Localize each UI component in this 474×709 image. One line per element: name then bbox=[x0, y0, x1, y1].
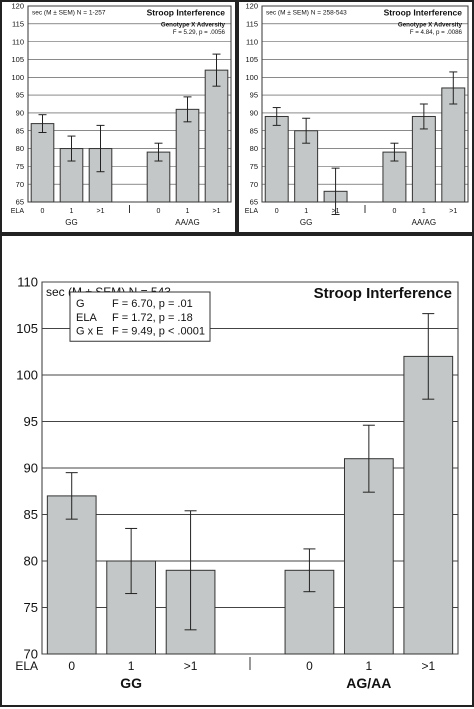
y-tick-label: 105 bbox=[16, 321, 38, 336]
stats-label: ELA bbox=[76, 312, 97, 324]
y-tick-label: 80 bbox=[250, 144, 258, 153]
y-tick-label: 100 bbox=[11, 73, 24, 82]
y-tick-label: 115 bbox=[12, 19, 24, 28]
x-tick-label: 1 bbox=[366, 659, 373, 673]
y-tick-label: 90 bbox=[250, 109, 258, 118]
x-tick-label: 0 bbox=[157, 208, 161, 215]
chart-subtitle: sec (M ± SEM) N = 258-543 bbox=[266, 10, 347, 17]
y-tick-label: 110 bbox=[12, 37, 24, 46]
y-tick-label: 95 bbox=[24, 414, 38, 429]
bar bbox=[264, 115, 289, 203]
y-tick-label: 70 bbox=[16, 180, 24, 189]
y-tick-label: 95 bbox=[16, 91, 24, 100]
x-tick-label: >1 bbox=[449, 208, 457, 215]
stats-value: F = 1.72, p = .18 bbox=[112, 312, 193, 324]
stats-annotation: F = 4.84, p = .0086 bbox=[410, 29, 463, 36]
x-axis-prefix: ELA bbox=[245, 208, 259, 215]
y-tick-label: 65 bbox=[250, 198, 258, 207]
bar bbox=[175, 108, 200, 203]
x-axis-prefix: ELA bbox=[11, 208, 25, 215]
group-label: GG bbox=[120, 675, 142, 691]
y-tick-label: 115 bbox=[246, 19, 258, 28]
y-tick-label: 75 bbox=[24, 600, 38, 615]
chart-panel-top-left: 65 70 75 80 85 90 95 100 105 110 115 120 sec (M ± SE… bbox=[0, 0, 237, 234]
y-tick-label: 95 bbox=[250, 91, 258, 100]
stats-label: G bbox=[76, 298, 85, 310]
x-tick-label: >1 bbox=[97, 208, 105, 215]
y-tick-label: 70 bbox=[250, 180, 258, 189]
stats-value: F = 6.70, p = .01 bbox=[112, 298, 193, 310]
x-tick-label: >1 bbox=[184, 659, 198, 673]
group-label: AG/AA bbox=[346, 675, 391, 691]
y-tick-label: 75 bbox=[16, 162, 24, 171]
y-tick-label: 100 bbox=[245, 73, 258, 82]
bar bbox=[403, 355, 454, 655]
bar bbox=[441, 87, 466, 203]
stats-annotation: Genotype X Adversity bbox=[398, 21, 463, 28]
x-tick-label: 1 bbox=[422, 208, 426, 215]
x-tick-label: 0 bbox=[392, 208, 396, 215]
y-tick-label: 75 bbox=[250, 162, 258, 171]
y-tick-label: 110 bbox=[246, 37, 258, 46]
stats-value: F = 9.49, p < .0001 bbox=[112, 326, 205, 338]
y-tick-label: 90 bbox=[24, 461, 38, 476]
y-tick-label: 90 bbox=[16, 109, 24, 118]
y-tick-label: 85 bbox=[16, 126, 24, 135]
y-tick-label: 80 bbox=[16, 144, 24, 153]
y-tick-label: 110 bbox=[17, 275, 38, 290]
y-tick-label: 120 bbox=[245, 2, 258, 11]
x-tick-label: >1 bbox=[332, 208, 340, 215]
x-tick-label: 0 bbox=[41, 208, 45, 215]
x-tick-label: 1 bbox=[304, 208, 308, 215]
y-tick-label: 65 bbox=[16, 198, 24, 207]
x-tick-label: >1 bbox=[421, 659, 435, 673]
group-label: AA/AG bbox=[175, 218, 199, 227]
y-tick-label: 105 bbox=[245, 55, 258, 64]
chart-subtitle: sec (M ± SEM) N = 1-257 bbox=[32, 10, 106, 17]
stats-annotation: Genotype X Adversity bbox=[161, 21, 226, 28]
group-label: AA/AG bbox=[412, 218, 436, 227]
x-axis-prefix: ELA bbox=[15, 659, 38, 673]
chart-title: Stroop Interference bbox=[384, 8, 463, 18]
bar bbox=[30, 123, 55, 203]
stats-box bbox=[69, 291, 211, 342]
y-tick-label: 70 bbox=[24, 647, 38, 662]
chart-title: Stroop Interference bbox=[314, 285, 452, 302]
chart-title: Stroop Interference bbox=[147, 8, 226, 18]
x-tick-label: 1 bbox=[128, 659, 135, 673]
x-tick-label: 1 bbox=[186, 208, 190, 215]
y-tick-label: 85 bbox=[24, 507, 38, 522]
bar bbox=[46, 495, 97, 655]
y-tick-label: 120 bbox=[11, 2, 24, 11]
stats-annotation: F = 5.29, p = .0056 bbox=[173, 29, 226, 36]
x-tick-label: 0 bbox=[68, 659, 75, 673]
y-tick-label: 100 bbox=[16, 368, 38, 383]
x-tick-label: 0 bbox=[275, 208, 279, 215]
x-tick-label: 1 bbox=[70, 208, 74, 215]
y-tick-label: 80 bbox=[24, 554, 38, 569]
stats-label: G x E bbox=[76, 326, 104, 338]
bar bbox=[204, 69, 229, 203]
bar bbox=[343, 458, 394, 655]
x-tick-label: >1 bbox=[213, 208, 221, 215]
chart-panel-top-right: 65 70 75 80 85 90 95 100 105 110 115 120 sec (M ± SE… bbox=[237, 0, 474, 234]
group-label: GG bbox=[65, 218, 77, 227]
y-tick-label: 105 bbox=[11, 55, 24, 64]
y-tick-label: 85 bbox=[250, 126, 258, 135]
group-label: GG bbox=[300, 218, 312, 227]
x-tick-label: 0 bbox=[306, 659, 313, 673]
